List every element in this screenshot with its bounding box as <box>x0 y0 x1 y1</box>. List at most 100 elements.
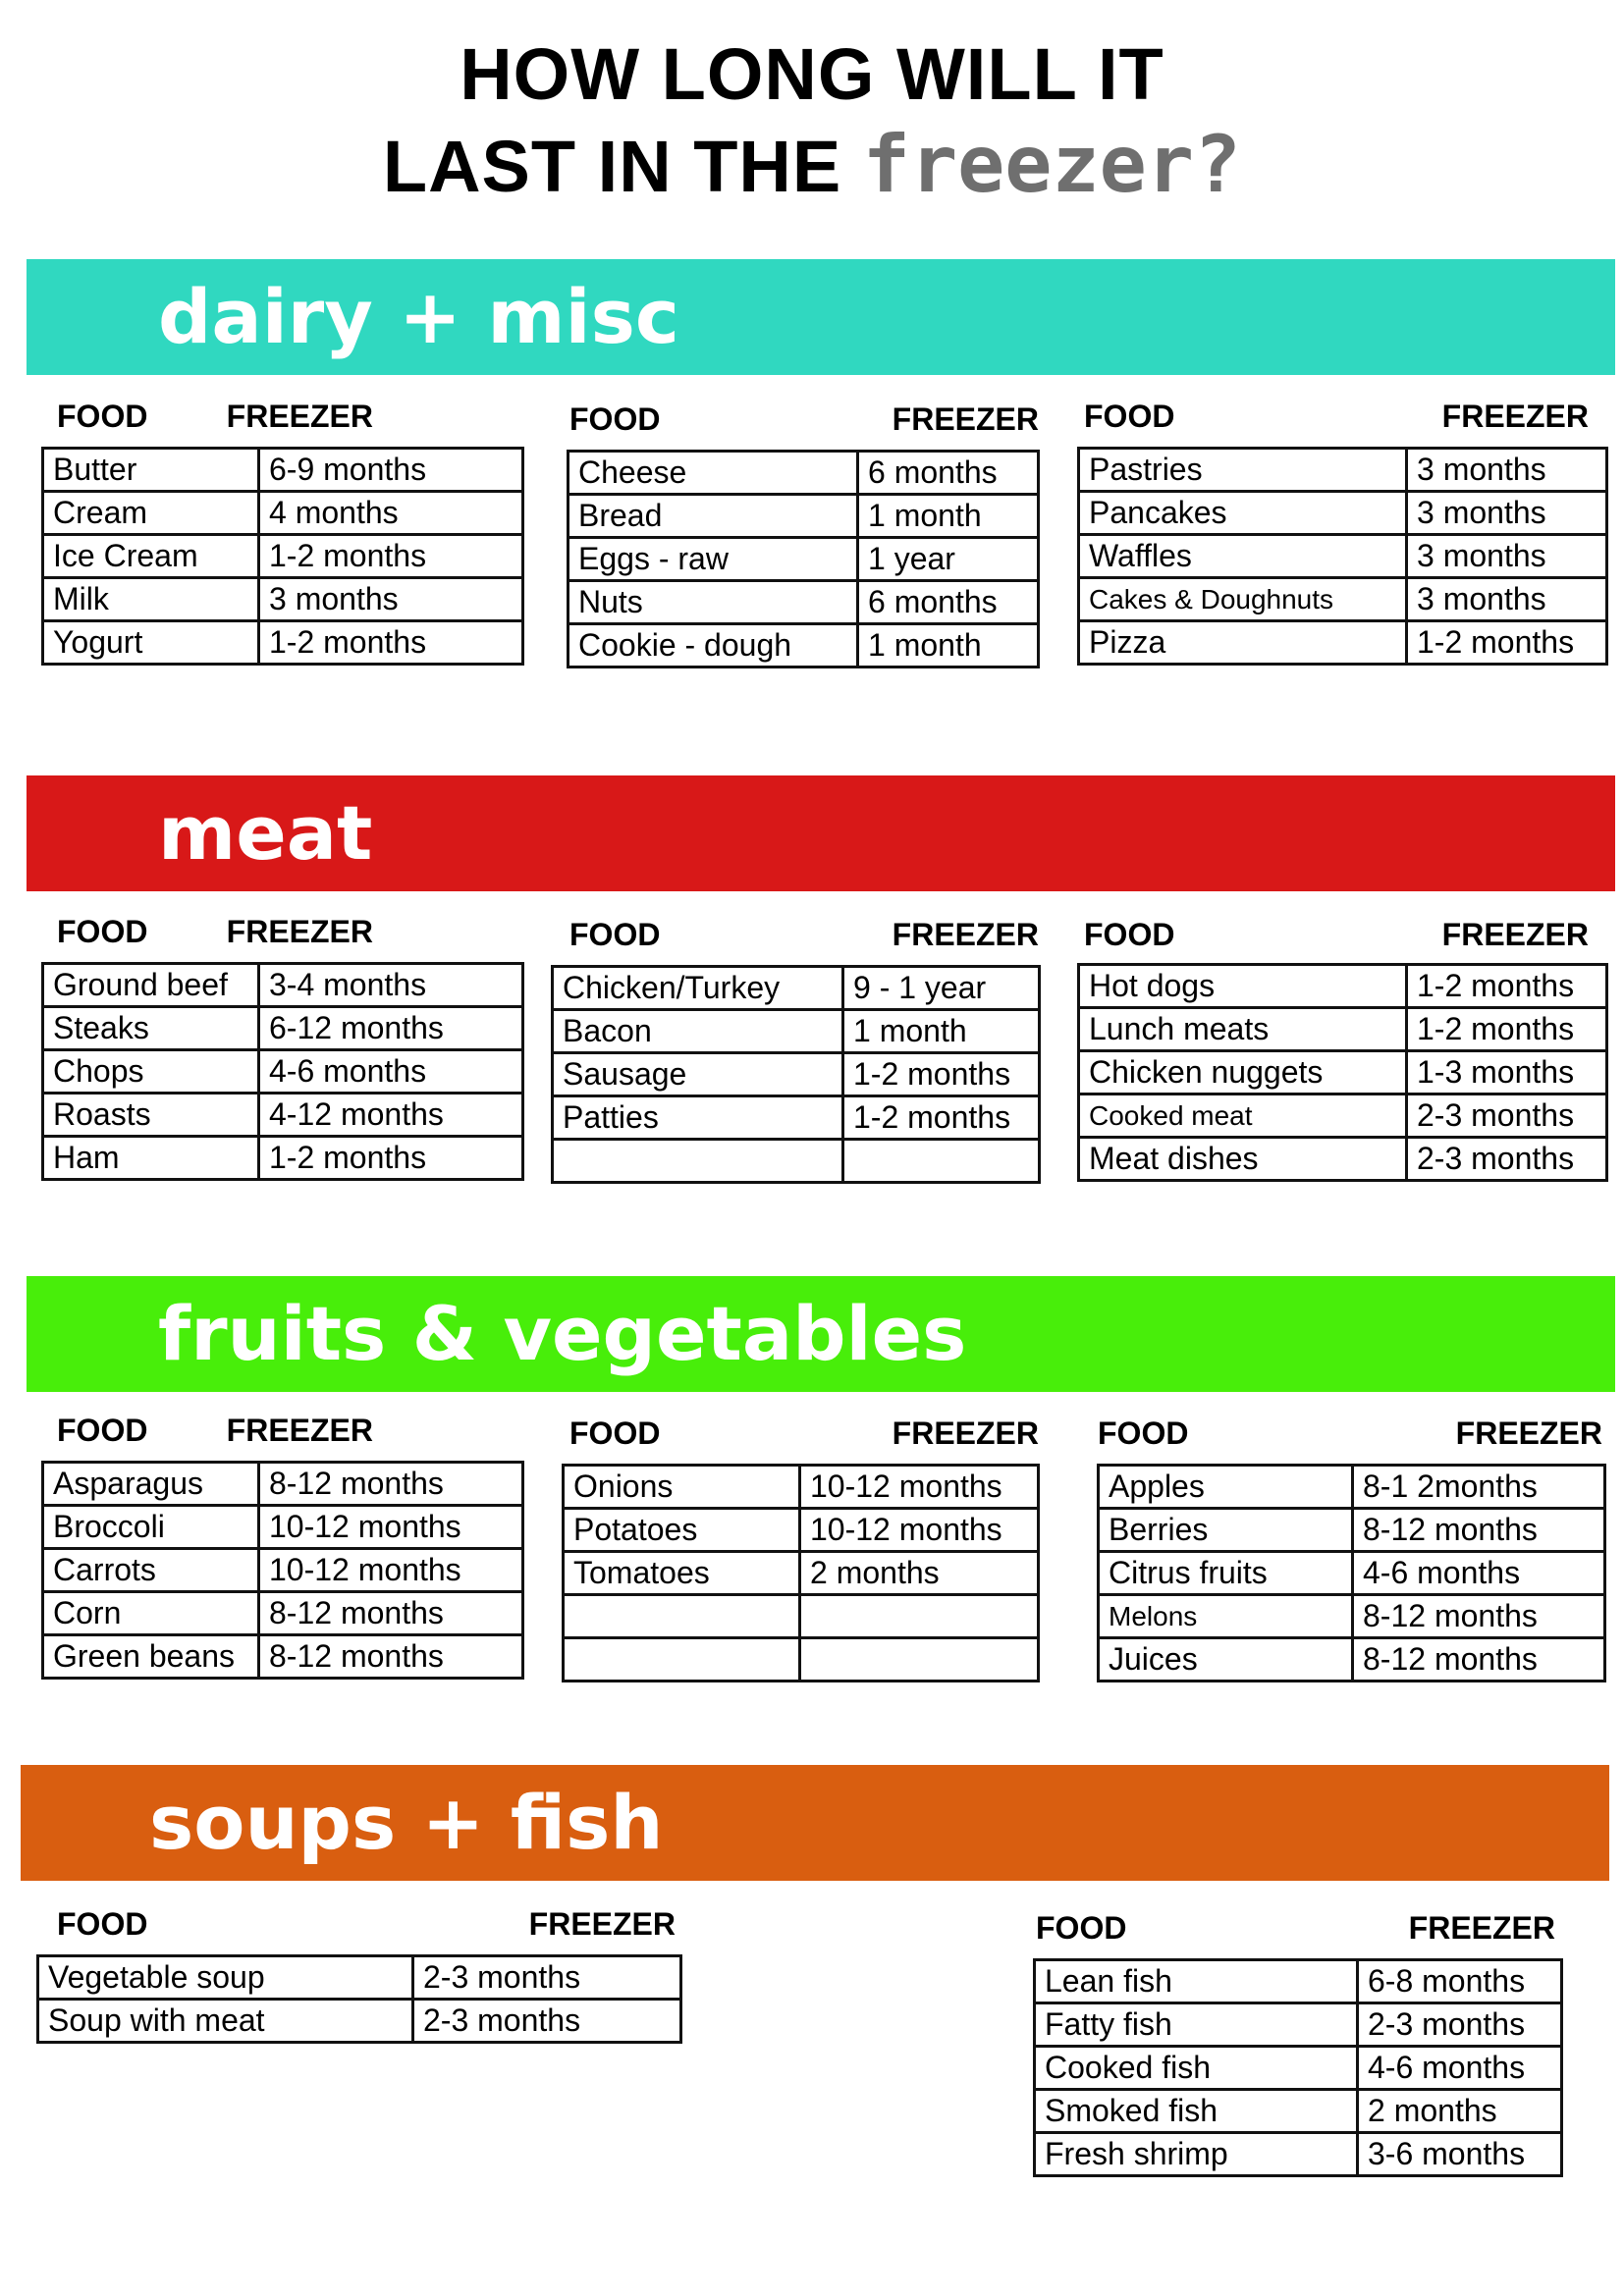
freezer-time-cell: 10-12 months <box>798 1507 1040 1553</box>
freezer-time-cell: 2-3 months <box>1405 1093 1608 1139</box>
fruits-table-1-freezer-header: FREEZER <box>226 1413 373 1448</box>
freezer-time-cell: 1 year <box>856 536 1040 582</box>
freezer-time-cell: 6-12 months <box>257 1005 524 1051</box>
food-cell: Cakes & Doughnuts <box>1077 576 1408 622</box>
food-cell: Cheese <box>567 450 859 496</box>
freezer-time-cell: 8-12 months <box>1351 1593 1606 1639</box>
food-cell: Chicken/Turkey <box>551 965 844 1011</box>
food-cell: Lean fish <box>1033 1958 1359 2004</box>
food-cell: Onions <box>562 1464 801 1510</box>
freezer-time-cell: 10-12 months <box>798 1464 1040 1510</box>
food-cell: Vegetable soup <box>36 1954 414 2001</box>
section-banner-soups: soups + fish <box>21 1765 1609 1881</box>
food-cell: Lunch meats <box>1077 1006 1408 1052</box>
food-cell: Meat dishes <box>1077 1136 1408 1182</box>
table-row: Eggs - raw 1 year <box>567 536 1040 582</box>
food-cell: Nuts <box>567 579 859 625</box>
food-cell: Ice Cream <box>41 533 260 579</box>
table-row: Potatoes 10-12 months <box>562 1507 1040 1553</box>
food-cell: Soup with meat <box>36 1998 414 2044</box>
fruits-table-3-food-header: FOOD <box>1098 1415 1189 1451</box>
dairy-table-3: Pastries 3 months Pancakes 3 months Waffles 3… <box>1077 447 1608 666</box>
freezer-time-cell: 2 months <box>798 1550 1040 1596</box>
table-row: Onions 10-12 months <box>562 1464 1040 1510</box>
table-row <box>562 1636 1040 1682</box>
freezer-time-cell: 8-12 months <box>257 1633 524 1680</box>
freezer-time-cell: 8-12 months <box>257 1590 524 1636</box>
table-row: Pastries 3 months <box>1077 447 1608 493</box>
freezer-time-cell: 2-3 months <box>1405 1136 1608 1182</box>
freezer-time-cell: 1 month <box>856 493 1040 539</box>
freezer-time-cell: 1-2 months <box>257 619 524 666</box>
dairy-table-3-freezer-header: FREEZER <box>1441 399 1589 434</box>
dairy-table-2-freezer-header: FREEZER <box>892 401 1039 437</box>
food-cell <box>562 1636 801 1682</box>
food-cell: Yogurt <box>41 619 260 666</box>
food-cell: Fatty fish <box>1033 2002 1359 2048</box>
table-row: Cooked meat 2-3 months <box>1077 1093 1608 1139</box>
fruits-table-1-food-header: FOOD <box>57 1413 148 1448</box>
soups-table-2-freezer-header: FREEZER <box>1408 1910 1555 1946</box>
food-cell: Citrus fruits <box>1097 1550 1354 1596</box>
freezer-time-cell: 3 months <box>257 576 524 622</box>
freezer-time-cell: 1-3 months <box>1405 1049 1608 1095</box>
food-cell: Carrots <box>41 1547 260 1593</box>
food-cell <box>551 1138 844 1184</box>
food-cell: Chicken nuggets <box>1077 1049 1408 1095</box>
freezer-time-cell: 1-2 months <box>1405 963 1608 1009</box>
table-row: Butter 6-9 months <box>41 447 524 493</box>
food-cell: Corn <box>41 1590 260 1636</box>
fruits-table-1: Asparagus 8-12 months Broccoli 10-12 months… <box>41 1461 524 1680</box>
food-cell: Sausage <box>551 1051 844 1097</box>
food-cell: Bacon <box>551 1008 844 1054</box>
table-row: Broccoli 10-12 months <box>41 1504 524 1550</box>
freezer-time-cell: 10-12 months <box>257 1547 524 1593</box>
food-cell: Steaks <box>41 1005 260 1051</box>
table-row: Tomatoes 2 months <box>562 1550 1040 1596</box>
freezer-time-cell: 8-12 months <box>257 1461 524 1507</box>
table-row: Lean fish 6-8 months <box>1033 1958 1563 2004</box>
food-cell: Ground beef <box>41 962 260 1008</box>
freezer-time-cell: 4-6 months <box>1356 2045 1563 2091</box>
table-row: Asparagus 8-12 months <box>41 1461 524 1507</box>
section-banner-dairy: dairy + misc <box>27 259 1615 375</box>
fruits-table-3-freezer-header: FREEZER <box>1455 1415 1602 1451</box>
food-cell: Patties <box>551 1095 844 1141</box>
food-cell: Pancakes <box>1077 490 1408 536</box>
table-row: Lunch meats 1-2 months <box>1077 1006 1608 1052</box>
freezer-time-cell <box>798 1636 1040 1682</box>
freezer-time-cell: 4-6 months <box>1351 1550 1606 1596</box>
freezer-time-cell: 8-12 months <box>1351 1636 1606 1682</box>
food-cell <box>562 1593 801 1639</box>
table-row: Pancakes 3 months <box>1077 490 1608 536</box>
page-title-line-2: LAST IN THE freezer? <box>0 120 1624 212</box>
table-row: Ham 1-2 months <box>41 1135 524 1181</box>
food-cell: Cooked meat <box>1077 1093 1408 1139</box>
table-row: Citrus fruits 4-6 months <box>1097 1550 1606 1596</box>
food-cell: Cookie - dough <box>567 622 859 668</box>
dairy-table-1-freezer-header: FREEZER <box>226 399 373 434</box>
section-banner-meat: meat <box>27 775 1615 891</box>
food-cell: Smoked fish <box>1033 2088 1359 2134</box>
freezer-time-cell: 3-4 months <box>257 962 524 1008</box>
freezer-time-cell: 8-12 months <box>1351 1507 1606 1553</box>
fruits-table-2-food-header: FOOD <box>569 1415 661 1451</box>
table-row: Chops 4-6 months <box>41 1048 524 1095</box>
fruits-table-3: Apples 8-1 2months Berries 8-12 months Citru… <box>1097 1464 1606 1682</box>
table-row: Pizza 1-2 months <box>1077 619 1608 666</box>
dairy-table-1: Butter 6-9 months Cream 4 months Ice Cream 1-… <box>41 447 524 666</box>
section-title-soups: soups + fish <box>149 1779 664 1866</box>
freezer-time-cell: 2-3 months <box>411 1998 682 2044</box>
soups-table-2-food-header: FOOD <box>1036 1910 1127 1946</box>
freezer-time-cell: 1-2 months <box>257 533 524 579</box>
freezer-time-cell: 1-2 months <box>841 1095 1041 1141</box>
soups-table-1: Vegetable soup 2-3 months Soup with meat 2-… <box>36 1954 682 2044</box>
meat-table-2-food-header: FOOD <box>569 917 661 952</box>
freezer-time-cell: 2-3 months <box>1356 2002 1563 2048</box>
table-row: Milk 3 months <box>41 576 524 622</box>
table-row: Berries 8-12 months <box>1097 1507 1606 1553</box>
food-cell: Green beans <box>41 1633 260 1680</box>
page-title-prefix: LAST IN THE <box>382 126 842 207</box>
table-row: Steaks 6-12 months <box>41 1005 524 1051</box>
table-row: Hot dogs 1-2 months <box>1077 963 1608 1009</box>
